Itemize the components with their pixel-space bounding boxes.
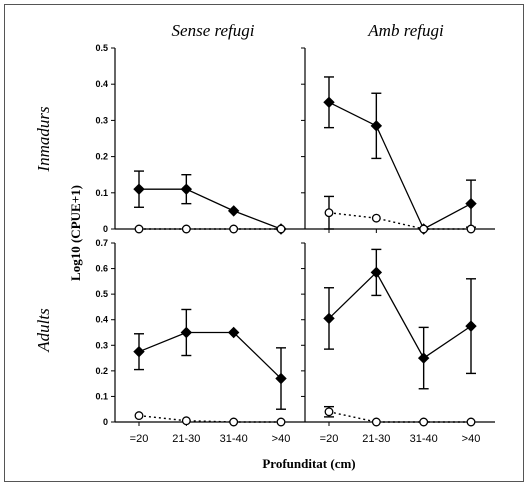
series-line-solid xyxy=(139,188,282,230)
x-tick-label: >40 xyxy=(272,433,291,445)
figure-frame xyxy=(4,4,524,482)
x-tick-label: >40 xyxy=(462,433,481,445)
data-point-open xyxy=(181,416,191,426)
data-point-open xyxy=(276,224,286,234)
y-tick-label: 0.7 xyxy=(95,238,108,248)
x-tick-label: 21-30 xyxy=(172,433,200,445)
data-point-filled xyxy=(227,205,240,217)
series-line-solid xyxy=(328,101,472,230)
y-tick-label: 0.2 xyxy=(95,152,108,162)
data-point-filled xyxy=(275,372,287,385)
data-point-filled xyxy=(180,326,193,339)
y-tick-label: 0.3 xyxy=(95,115,108,125)
data-point-filled xyxy=(133,345,145,358)
data-point-filled xyxy=(180,183,193,195)
column-title-1: Amb refugi xyxy=(367,21,444,40)
data-point-open xyxy=(134,224,144,234)
data-point-filled xyxy=(465,197,477,210)
series-line-dotted xyxy=(138,414,281,423)
data-point-filled xyxy=(370,120,383,132)
data-point-open xyxy=(324,407,334,417)
x-tick-label: =20 xyxy=(320,433,339,445)
data-point-filled xyxy=(227,326,240,339)
data-point-filled xyxy=(417,352,430,364)
data-point-filled xyxy=(133,183,145,195)
x-tick-label: 31-40 xyxy=(410,433,438,445)
data-point-open xyxy=(371,213,381,223)
data-point-filled xyxy=(323,96,335,109)
data-point-filled xyxy=(370,266,383,279)
data-point-open xyxy=(419,224,429,234)
data-point-open xyxy=(181,224,191,234)
y-axis-label: Log10 (CPUE+1) xyxy=(68,185,83,281)
x-tick-label: 21-30 xyxy=(362,433,390,445)
series-line-solid xyxy=(138,331,282,379)
data-point-open xyxy=(371,417,381,427)
y-tick-label: 0.4 xyxy=(95,315,108,325)
data-point-open xyxy=(276,417,286,427)
data-point-open xyxy=(466,417,476,427)
y-tick-label: 0.3 xyxy=(95,340,108,350)
plot-layer: =20 =20 21-30 21-30 31-40 31-40 >40 >40 0 0.1 0.2 0… xyxy=(95,43,495,445)
y-tick-label: 0.1 xyxy=(95,391,108,401)
column-title-0: Sense refugi xyxy=(172,21,255,40)
y-tick-label: 0.5 xyxy=(95,289,108,299)
y-tick-label: 0.1 xyxy=(95,188,108,198)
data-point-filled xyxy=(323,312,335,325)
series-line-dotted xyxy=(328,212,471,230)
data-point-open xyxy=(134,411,144,421)
series-line-dotted xyxy=(328,411,471,423)
x-axis-label: Profunditat (cm) xyxy=(262,456,355,471)
y-tick-label: 0.6 xyxy=(95,264,108,274)
row-title-0: Inmadurs xyxy=(34,106,53,173)
y-tick-label: 0.2 xyxy=(95,366,108,376)
data-point-open xyxy=(466,224,476,234)
data-point-open xyxy=(229,417,239,427)
x-tick-label: =20 xyxy=(130,433,149,445)
series-line-solid xyxy=(328,271,472,360)
data-point-open xyxy=(419,417,429,427)
x-tick-label: 31-40 xyxy=(220,433,248,445)
y-tick-label: 0 xyxy=(103,224,108,234)
y-tick-label: 0.4 xyxy=(95,79,108,89)
data-point-open xyxy=(229,224,239,234)
y-tick-label: 0.5 xyxy=(95,43,108,53)
data-point-open xyxy=(324,208,334,218)
row-title-1: Adults xyxy=(34,308,53,353)
data-point-filled xyxy=(465,320,477,332)
y-tick-label: 0 xyxy=(103,417,108,427)
